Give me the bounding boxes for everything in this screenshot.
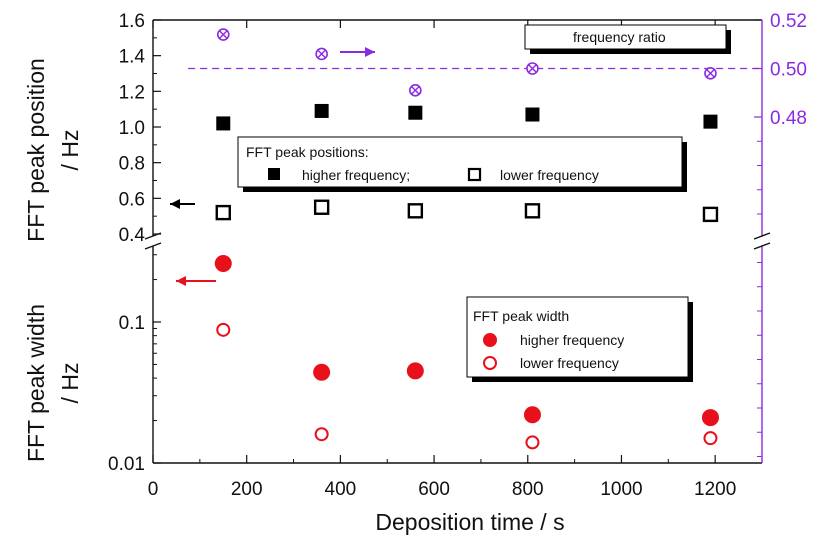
position-lower-point (702, 206, 719, 223)
x-tick-label: 600 (418, 479, 450, 500)
position-higher-point (525, 107, 540, 122)
x-tick-label: 0 (148, 479, 159, 500)
ratio-marker-cross (528, 64, 537, 73)
right-axis-arrow-purple-head (365, 47, 375, 57)
y-top-tick-label: 1.4 (119, 47, 146, 68)
x-tick-label: 1000 (600, 479, 642, 500)
left-axis-arrow-red (176, 276, 216, 286)
position-lower-point (313, 199, 330, 215)
position-higher-point (703, 114, 718, 129)
y-top-tick-label: 0.8 (119, 154, 145, 175)
left-axis-break-mark (144, 232, 162, 250)
ratio-marker-cross (218, 30, 228, 39)
y-axis-label-bottom-line: FFT peak width (23, 304, 49, 462)
y-right-tick-label: 0.52 (770, 11, 807, 32)
y-axis-label-top-line: FFT peak position (23, 58, 49, 242)
y-axis-label-bottom-line: / Hz (57, 363, 83, 404)
ratio-marker-cross (317, 49, 326, 59)
y-right-tick-label: 0.48 (770, 108, 807, 129)
width-lower-point (216, 322, 231, 337)
legend-peak-width: FFT peak width higher frequency lower freq… (466, 296, 693, 382)
legend-positions-lower-label: lower frequency (500, 167, 599, 183)
frequency-ratio-point (526, 62, 539, 75)
x-tick-label: 200 (231, 479, 263, 500)
x-tick-label: 1200 (694, 479, 736, 500)
left-axis-arrow-red-head (176, 276, 186, 286)
frequency-ratio-point (216, 28, 230, 41)
y-top-tick-label: 1.2 (119, 82, 145, 103)
legend-frequency-ratio: frequency ratio (524, 24, 731, 54)
x-tick-label: 800 (512, 479, 544, 500)
labels-group: Deposition time / s FFT peak position / Hz… (23, 58, 565, 535)
y-axis-label-top-line: / Hz (57, 130, 83, 171)
x-tick-label: 400 (325, 479, 357, 500)
frequency-ratio-point (409, 84, 422, 97)
legend-higher-square-marker (268, 168, 280, 180)
y-top-tick-label: 0.6 (119, 189, 145, 210)
y-axis-label-top: FFT peak position / Hz (23, 58, 83, 242)
legend-ratio-label: frequency ratio (573, 29, 666, 45)
legend-frequency-ratio-frame (524, 24, 727, 50)
width-higher-point (214, 254, 232, 272)
ratio-marker-cross (706, 69, 715, 78)
legend-width-higher-label: higher frequency (520, 332, 624, 348)
x-axis-label: Deposition time / s (375, 509, 564, 535)
left-axis-arrow-black (170, 199, 195, 209)
tick-group: 0 200 400 600 800 1000 1200 0.4 0.6 0.8 1.0 1.2 1.4 1… (108, 11, 807, 500)
axes-group (144, 19, 771, 464)
legend-width-higher-marker (483, 333, 497, 347)
frequency-ratio-point (704, 67, 717, 80)
legends-group: frequency ratio FFT peak positions: higher… (237, 24, 731, 382)
right-axis-arrow-purple (340, 47, 375, 57)
marks-group (170, 28, 759, 450)
y-right-tick-label: 0.50 (770, 60, 807, 81)
width-higher-point (313, 363, 331, 381)
legend-lower-square-marker (467, 167, 482, 182)
position-higher-point (216, 116, 231, 131)
legend-peak-width-frame (466, 296, 689, 378)
y-top-tick-label: 1.0 (119, 118, 145, 139)
width-lower-point (314, 427, 329, 442)
left-axis-arrow-black-head (170, 199, 180, 209)
position-lower-point (215, 204, 231, 221)
width-higher-point (701, 409, 719, 427)
position-higher-point (314, 103, 329, 118)
right-axis-break-mark (753, 232, 771, 250)
y-bottom-tick-label: 0.1 (119, 313, 145, 334)
legend-width-lower-label: lower frequency (520, 355, 619, 371)
width-higher-point (406, 362, 424, 380)
legend-peak-positions: FFT peak positions: higher frequency; lowe… (237, 136, 687, 192)
position-lower-point (524, 203, 541, 219)
y-axis-label-bottom: FFT peak width / Hz (23, 304, 83, 462)
y-top-tick-label: 1.6 (119, 11, 145, 32)
legend-positions-higher-label: higher frequency; (302, 167, 410, 183)
legend-width-title: FFT peak width (473, 308, 569, 324)
position-lower-point (407, 203, 424, 219)
y-bottom-tick-label: 0.01 (108, 454, 145, 475)
position-higher-point (408, 105, 423, 120)
y-top-tick-label: 0.4 (119, 225, 146, 246)
ratio-marker-cross (411, 86, 420, 95)
legend-peak-positions-frame (237, 136, 683, 188)
frequency-ratio-point (315, 47, 328, 61)
legend-positions-title: FFT peak positions: (246, 144, 369, 160)
width-lower-point (525, 435, 540, 450)
legend-width-lower-marker (483, 356, 497, 370)
width-higher-point (523, 406, 541, 424)
width-lower-point (703, 431, 718, 446)
